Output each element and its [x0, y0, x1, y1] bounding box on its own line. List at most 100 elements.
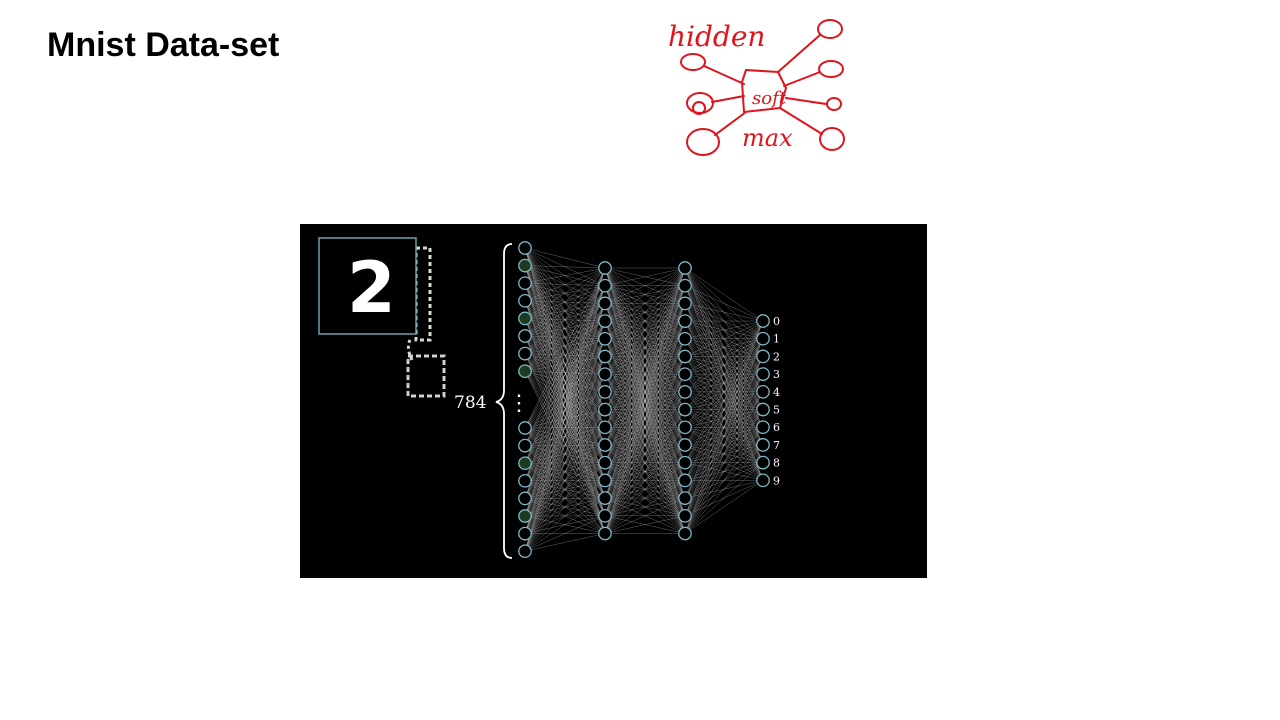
- connection-line: [684, 462, 764, 534]
- connection-line: [684, 320, 764, 357]
- hidden2-neuron: [678, 331, 692, 346]
- connection-line: [604, 444, 686, 534]
- connection-line: [604, 267, 686, 410]
- connection-line: [684, 320, 764, 393]
- connection-line: [524, 515, 606, 552]
- input-neuron: [518, 509, 532, 523]
- connection-line: [604, 267, 686, 339]
- connection-line: [604, 267, 686, 304]
- connection-line: [684, 320, 764, 463]
- input-neuron: [518, 311, 532, 326]
- output-labels: 0 1 2 3 4 5 6 7 8 9: [773, 315, 780, 487]
- hidden1-neuron: [598, 526, 612, 541]
- hidden1-neuron: [598, 261, 612, 275]
- connection-line: [684, 320, 764, 410]
- connection-line: [524, 267, 606, 372]
- handwritten-annotation: hidden soft max: [660, 8, 860, 163]
- connection-line: [684, 320, 764, 446]
- input-neuron: [518, 456, 532, 471]
- hidden2-neuron: [678, 261, 692, 275]
- hidden2-neuron: [678, 508, 692, 523]
- hidden1-neuron: [598, 402, 612, 417]
- input-digit: 2: [347, 247, 396, 329]
- hidden1-neuron: [598, 420, 612, 435]
- connection-line: [684, 320, 764, 428]
- input-neuron: [518, 473, 532, 488]
- connection-line: [524, 533, 606, 552]
- input-neuron: [518, 258, 532, 273]
- input-neuron: [518, 241, 532, 255]
- hidden1-neuron: [598, 455, 612, 470]
- neurons: [518, 241, 770, 559]
- connection-line: [684, 320, 764, 516]
- hidden2-neuron: [678, 420, 692, 435]
- hidden2-neuron: [678, 296, 692, 311]
- connection-line: [684, 320, 764, 375]
- hidden1-neuron: [598, 491, 612, 505]
- output-neuron: [756, 349, 770, 364]
- connection-line: [684, 320, 764, 534]
- input-neuron: [518, 329, 532, 343]
- connection-line: [524, 267, 606, 354]
- connection-line: [604, 267, 686, 375]
- connection-line: [524, 321, 606, 552]
- connection-line: [684, 374, 764, 534]
- output-label: 4: [773, 386, 780, 399]
- connection-line: [524, 267, 606, 302]
- connection-line: [524, 497, 606, 552]
- annotation-word-max: max: [742, 124, 793, 152]
- connection-line: [684, 409, 764, 534]
- connection-line: [524, 427, 606, 552]
- connection-line: [524, 267, 606, 319]
- hidden1-neuron: [598, 508, 612, 523]
- connection-line: [524, 480, 606, 552]
- connection-line: [604, 267, 686, 322]
- connection-line: [524, 462, 606, 552]
- hidden2-neuron: [678, 314, 692, 328]
- connection-line: [604, 462, 686, 534]
- connection-line: [524, 371, 606, 499]
- connection-line: [604, 267, 686, 393]
- output-label: 6: [773, 421, 780, 434]
- connection-line: [684, 320, 764, 499]
- right-neuron-4: [819, 127, 845, 151]
- connection-line: [524, 267, 606, 337]
- connection-line: [684, 480, 764, 534]
- connection-line: [524, 356, 606, 552]
- network-diagram: 2 784 ⋮ 0 1 2 3 4 5 6 7 8 9: [318, 237, 780, 559]
- connections: [524, 247, 764, 552]
- input-neuron: [518, 526, 532, 541]
- input-neuron: [518, 491, 532, 506]
- connection-line: [604, 497, 686, 534]
- connection-line: [604, 374, 686, 534]
- connection-line: [604, 267, 686, 516]
- connection-line: [604, 285, 686, 534]
- input-neuron: [518, 346, 532, 361]
- hidden2-neuron: [678, 455, 692, 470]
- output-label: 9: [773, 474, 780, 487]
- connection-line: [524, 267, 606, 481]
- right-neuron-1: [817, 19, 843, 39]
- output-neuron: [756, 473, 770, 488]
- connection-line: [524, 267, 606, 446]
- right-neuron-2: [818, 60, 844, 78]
- connection-line: [604, 267, 686, 446]
- connection-line: [684, 320, 764, 340]
- connection-line: [524, 303, 606, 552]
- hidden2-neuron: [678, 278, 692, 293]
- input-brace: [495, 243, 513, 559]
- hidden2-neuron: [678, 491, 692, 505]
- connection-line: [524, 371, 606, 534]
- hidden1-neuron: [598, 367, 612, 382]
- connection-line: [604, 267, 686, 499]
- left-neuron-4: [692, 101, 706, 115]
- output-label: 7: [773, 439, 780, 452]
- output-label: 2: [773, 350, 780, 363]
- connection-line: [684, 427, 764, 534]
- connection-line: [684, 444, 764, 534]
- output-neuron: [756, 384, 770, 399]
- connection-line: [524, 247, 606, 269]
- connection-line: [604, 267, 686, 286]
- connection-line: [604, 391, 686, 534]
- hidden2-neuron: [678, 526, 692, 541]
